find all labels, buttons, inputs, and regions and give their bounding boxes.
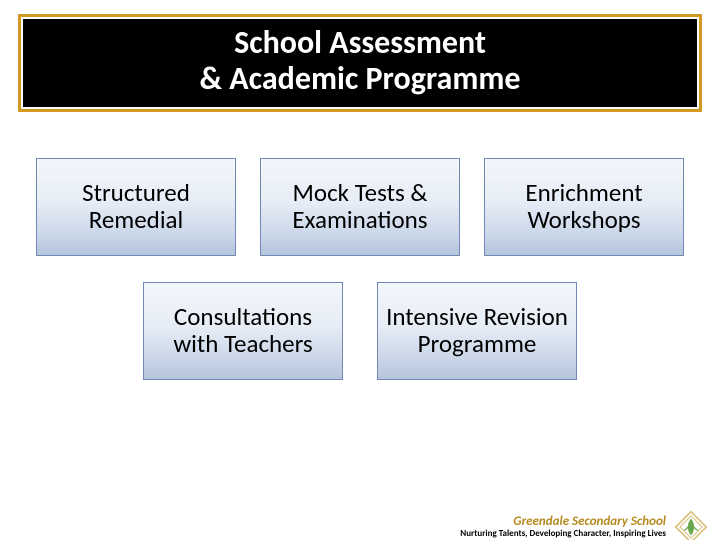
school-name: Greendale Secondary School <box>460 515 666 529</box>
footer-text: Greendale Secondary School Nurturing Tal… <box>460 515 666 539</box>
title-line1: School Assessment <box>33 25 687 61</box>
school-logo-icon <box>674 510 708 540</box>
card-consultations: Consultations with Teachers <box>143 282 343 380</box>
school-tagline: Nurturing Talents, Developing Character,… <box>460 529 666 539</box>
title-inner: School Assessment & Academic Programme <box>23 19 697 107</box>
card-row-2: Consultations with Teachers Intensive Re… <box>0 282 720 380</box>
card-intensive-revision: Intensive Revision Programme <box>377 282 577 380</box>
card-label: Mock Tests & Examinations <box>269 180 451 233</box>
title-line2: & Academic Programme <box>33 61 687 97</box>
card-row-1: Structured Remedial Mock Tests & Examina… <box>0 158 720 256</box>
card-structured-remedial: Structured Remedial <box>36 158 236 256</box>
title-banner: School Assessment & Academic Programme <box>18 14 702 112</box>
card-label: Intensive Revision Programme <box>386 304 568 357</box>
footer: Greendale Secondary School Nurturing Tal… <box>12 510 708 540</box>
card-enrichment-workshops: Enrichment Workshops <box>484 158 684 256</box>
card-label: Enrichment Workshops <box>493 180 675 233</box>
card-mock-tests: Mock Tests & Examinations <box>260 158 460 256</box>
card-label: Structured Remedial <box>45 180 227 233</box>
card-label: Consultations with Teachers <box>152 304 334 357</box>
